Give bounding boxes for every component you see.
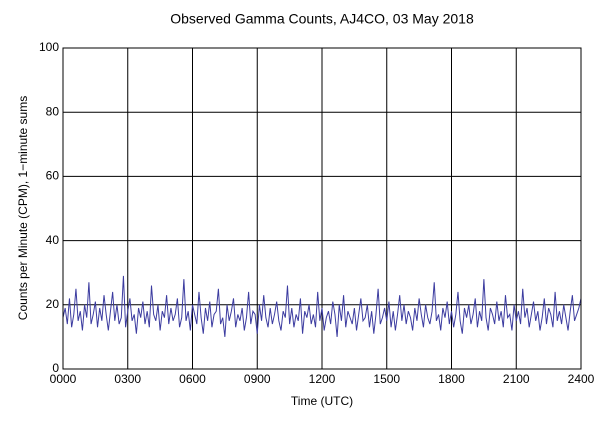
x-tick-label: 2400: [568, 372, 595, 386]
x-tick-label: 2100: [503, 372, 530, 386]
y-tick-label: 0: [52, 361, 59, 375]
y-tick-label: 20: [46, 297, 60, 311]
data-line: [62, 275, 582, 337]
y-tick-label: 100: [39, 40, 59, 54]
x-tick-label: 0600: [179, 372, 206, 386]
y-axis-label: Counts per Minute (CPM), 1−minute sums: [16, 96, 30, 320]
y-tick-label: 40: [46, 233, 60, 247]
x-tick-label: 1500: [373, 372, 400, 386]
x-axis-label: Time (UTC): [291, 394, 353, 408]
x-tick-label: 1200: [309, 372, 336, 386]
y-tick-label: 80: [46, 104, 60, 118]
y-tick-label: 60: [46, 169, 60, 183]
chart-title: Observed Gamma Counts, AJ4CO, 03 May 201…: [170, 11, 474, 27]
plot-frame: [62, 47, 582, 370]
x-tick-label: 0900: [244, 372, 271, 386]
x-tick-label: 0000: [50, 372, 77, 386]
x-tick-label: 0300: [114, 372, 141, 386]
x-tick-label: 1800: [438, 372, 465, 386]
